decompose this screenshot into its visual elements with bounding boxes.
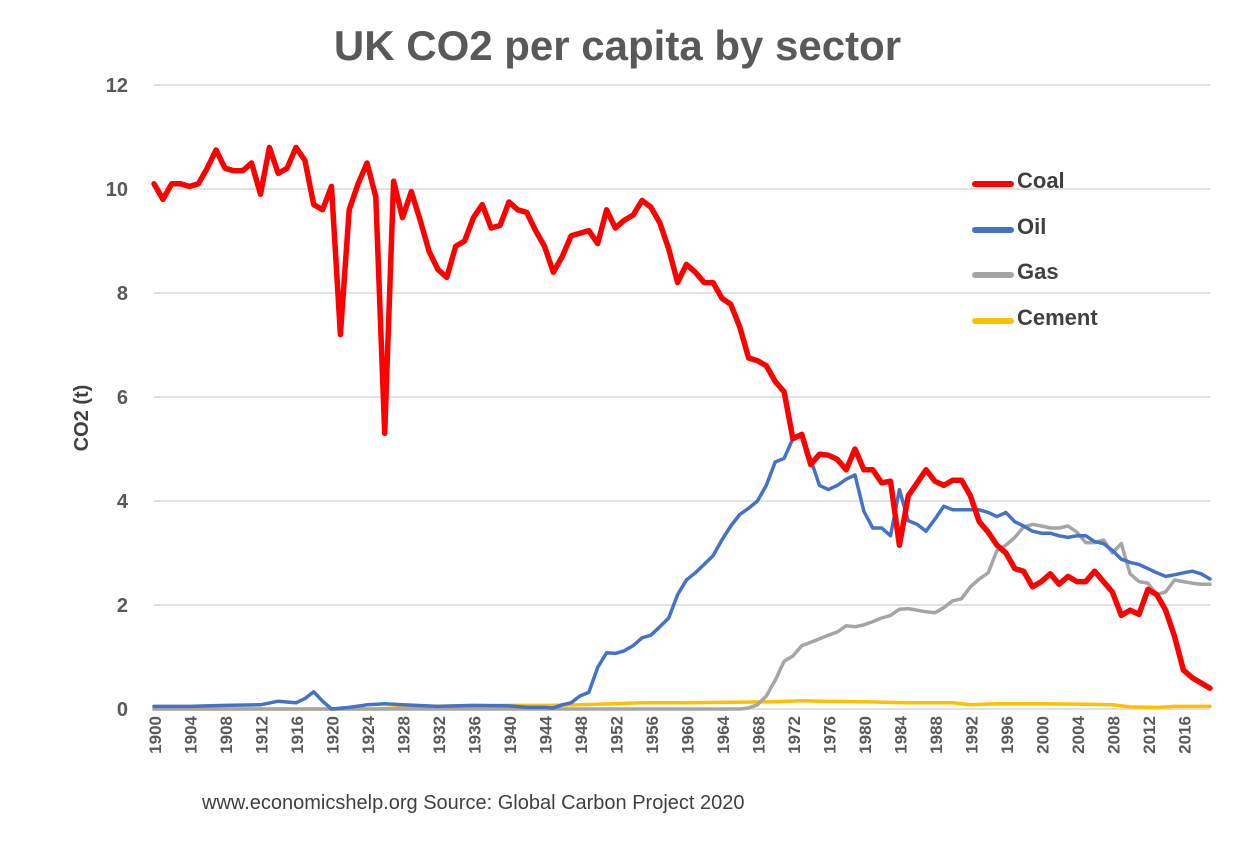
x-tick-label: 1948 (572, 716, 591, 754)
series-line-coal (151, 144, 1213, 691)
x-tick-label: 1932 (430, 716, 449, 754)
source-note: www.economicshelp.org Source: Global Car… (202, 792, 745, 814)
y-tick-label: 2 (117, 595, 128, 617)
y-axis-label: CO2 (t) (71, 385, 93, 452)
y-tick-label: 6 (117, 387, 128, 409)
legend-label: Cement (1017, 304, 1098, 330)
x-tick-label: 1996 (998, 716, 1017, 754)
x-tick-label: 1912 (252, 716, 271, 754)
x-tick-label: 2004 (1069, 715, 1088, 753)
y-tick-label: 8 (117, 283, 128, 305)
x-tick-label: 1924 (359, 715, 378, 753)
x-tick-label: 1928 (394, 716, 413, 754)
x-tick-labels: 1900 1904 1908 1912 1916 1920 1924 1928 1932 1936… (146, 715, 1194, 753)
x-tick-label: 1904 (181, 715, 200, 753)
x-tick-label: 1900 (146, 716, 165, 754)
legend-swatch (972, 181, 1014, 187)
x-tick-label: 1964 (714, 715, 733, 753)
x-tick-label: 1944 (536, 715, 555, 753)
series-lines (151, 144, 1213, 711)
x-tick-label: 1976 (820, 716, 839, 754)
x-tick-label: 2016 (1175, 716, 1194, 754)
x-tick-label: 2012 (1140, 716, 1159, 754)
x-tick-label: 1936 (465, 716, 484, 754)
y-tick-label: 0 (117, 699, 128, 721)
legend-swatch (972, 226, 1014, 233)
x-tick-label: 1956 (643, 716, 662, 754)
x-tick-label: 2008 (1104, 716, 1123, 754)
x-tick-label: 1984 (891, 715, 910, 753)
x-tick-label: 1960 (678, 716, 697, 754)
y-tick-label: 12 (106, 75, 128, 97)
x-tick-label: 1916 (288, 716, 307, 754)
legend-swatch (972, 317, 1014, 324)
x-tick-label: 1908 (217, 716, 236, 754)
x-tick-label: 1952 (607, 716, 626, 754)
y-tick-labels: 0 2 4 6 8 10 12 (106, 75, 129, 721)
x-tick-label: 1972 (785, 716, 804, 754)
x-tick-label: 1940 (501, 716, 520, 754)
x-tick-label: 1992 (962, 716, 981, 754)
x-tick-label: 1920 (323, 716, 342, 754)
y-tick-label: 10 (106, 179, 128, 201)
y-tick-label: 4 (117, 491, 129, 513)
legend-label: Oil (1017, 213, 1047, 239)
x-tick-label: 1968 (749, 716, 768, 754)
x-tick-label: 1980 (856, 716, 875, 754)
legend-swatch (972, 272, 1014, 278)
legend-label: Gas (1017, 259, 1059, 284)
legend-label: Coal (1017, 168, 1065, 193)
series-line-gas (152, 522, 1212, 711)
x-tick-label: 1988 (927, 716, 946, 754)
x-tick-label: 2000 (1033, 716, 1052, 754)
chart-title: UK CO2 per capita by sector (333, 22, 902, 69)
